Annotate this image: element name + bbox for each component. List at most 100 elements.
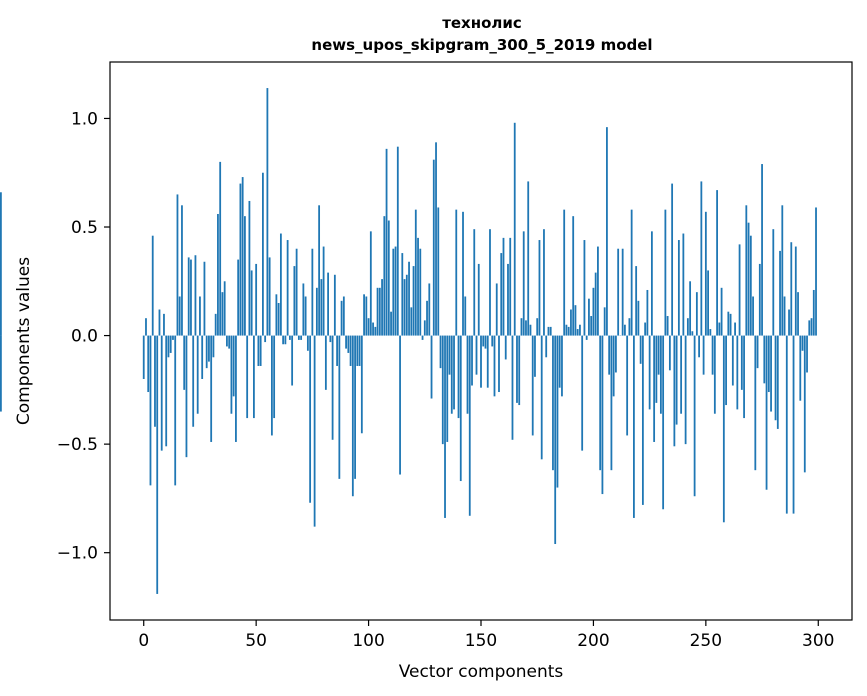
bar	[504, 335, 507, 360]
y-tick-label: 0.0	[71, 327, 98, 347]
bar	[358, 335, 361, 366]
bar	[806, 335, 808, 373]
bar	[322, 246, 325, 336]
bar	[329, 335, 332, 343]
bar	[502, 237, 505, 336]
bar	[169, 335, 172, 353]
bar	[489, 229, 491, 336]
bar	[351, 335, 354, 497]
bar	[527, 181, 530, 336]
bar	[581, 335, 584, 451]
bar	[610, 335, 613, 471]
bar	[709, 329, 712, 336]
bar	[203, 261, 206, 336]
bar	[410, 307, 413, 336]
bar	[459, 335, 462, 482]
bar	[749, 235, 752, 336]
bar	[244, 216, 246, 336]
bar	[776, 335, 779, 429]
bar	[621, 248, 624, 336]
y-tick-label: 1.0	[71, 109, 98, 129]
bar	[574, 305, 577, 336]
bar	[250, 270, 253, 336]
bar	[273, 335, 276, 419]
bar	[331, 335, 334, 440]
bar	[390, 311, 392, 336]
bar	[284, 335, 287, 345]
bar	[405, 274, 408, 336]
bar	[772, 229, 775, 336]
bar	[729, 313, 732, 336]
bar	[650, 231, 653, 336]
bar	[752, 296, 754, 336]
bar	[268, 257, 271, 336]
bar	[311, 248, 314, 336]
bar	[529, 324, 532, 336]
bar	[718, 322, 721, 336]
bar	[360, 335, 363, 434]
bar	[327, 272, 329, 336]
bar	[255, 263, 258, 336]
bar	[630, 209, 633, 336]
bar	[145, 318, 147, 336]
bar	[597, 246, 599, 336]
bar	[205, 335, 208, 369]
bar	[763, 335, 766, 384]
bar	[700, 181, 703, 336]
bar	[522, 231, 525, 336]
bar	[612, 335, 615, 397]
bar	[570, 309, 572, 336]
bar	[149, 335, 152, 486]
bar	[792, 335, 795, 514]
bar	[639, 335, 642, 364]
bar	[468, 335, 471, 516]
bar	[430, 335, 433, 399]
bar	[320, 279, 323, 336]
bar	[376, 287, 379, 336]
bar	[507, 263, 509, 336]
bar	[785, 335, 788, 514]
bar	[731, 335, 734, 386]
bar	[399, 335, 401, 475]
bar	[439, 335, 442, 369]
x-axis: 0 50 100 150 200 250 300	[138, 620, 834, 651]
bar	[664, 209, 667, 336]
bar	[151, 235, 154, 336]
bar	[291, 335, 294, 386]
bar	[158, 309, 161, 336]
bar	[720, 287, 723, 336]
bar	[644, 322, 647, 336]
bar	[491, 335, 494, 347]
bar	[448, 335, 451, 375]
bar	[624, 324, 626, 336]
bar	[765, 335, 768, 490]
bar	[547, 326, 550, 336]
bar	[725, 335, 727, 406]
bar	[185, 335, 188, 458]
bar	[345, 335, 347, 349]
bar	[790, 242, 793, 336]
bar	[396, 146, 399, 336]
x-tick-label: 250	[690, 631, 722, 651]
bar	[347, 335, 350, 353]
bar	[585, 335, 588, 340]
bar	[606, 127, 608, 336]
bar	[178, 296, 181, 336]
bar	[648, 335, 651, 410]
bar	[608, 335, 611, 375]
bar	[797, 292, 799, 336]
bar	[552, 335, 554, 471]
bar-series	[0, 88, 817, 594]
bar	[313, 335, 316, 527]
bar	[799, 335, 802, 401]
bar	[716, 190, 718, 336]
bar	[583, 240, 586, 336]
bar	[288, 335, 291, 340]
bar	[217, 213, 219, 336]
bar	[275, 294, 278, 336]
bar	[543, 229, 545, 336]
bar	[295, 248, 298, 336]
bar	[590, 316, 593, 336]
bar	[342, 296, 345, 336]
bar	[668, 335, 671, 371]
